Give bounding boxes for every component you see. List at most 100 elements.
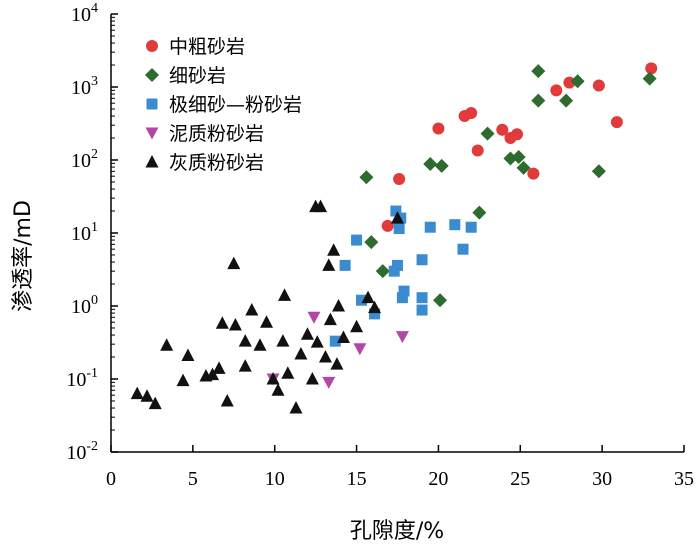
data-point: [434, 158, 449, 173]
legend-label: 细砂岩: [169, 65, 226, 87]
data-point: [271, 383, 285, 396]
x-tick-label: 35: [674, 468, 694, 490]
x-tick-label: 10: [265, 468, 285, 490]
legend-marker: [145, 68, 159, 82]
legend-item: 极细砂—粉砂岩: [146, 94, 302, 116]
y-tick-label: 10-1: [66, 366, 98, 391]
data-point: [353, 343, 367, 356]
legend-label: 中粗砂岩: [169, 36, 245, 58]
y-tick-exponent: 1: [91, 220, 98, 235]
data-point: [253, 338, 267, 351]
data-point: [610, 116, 623, 129]
data-point: [300, 327, 314, 340]
data-point: [181, 348, 195, 361]
y-tick-label: 100: [71, 293, 98, 318]
data-point: [314, 199, 328, 213]
data-point: [642, 71, 657, 86]
legend-marker: [145, 127, 159, 140]
y-tick-base: 10: [66, 442, 86, 464]
data-point: [395, 331, 409, 344]
data-point: [392, 259, 403, 271]
legend-label: 泥质粉砂岩: [169, 123, 264, 145]
data-point: [359, 170, 374, 185]
data-point: [550, 84, 563, 97]
x-axis: 0 5 10 15 20 25 30 35: [106, 445, 694, 490]
legend-item: 泥质粉砂岩: [145, 123, 264, 145]
y-tick-base: 10: [71, 77, 91, 99]
data-point: [592, 79, 605, 92]
legend-item: 细砂岩: [145, 65, 226, 87]
y-tick-base: 10: [71, 4, 91, 26]
y-tick-exponent: 0: [91, 293, 98, 308]
y-tick-label: 10-2: [66, 439, 98, 464]
data-point: [176, 373, 190, 387]
data-point: [457, 243, 469, 255]
data-point: [351, 234, 363, 246]
data-point: [322, 376, 336, 389]
data-point: [215, 316, 229, 329]
data-point: [327, 243, 341, 256]
data-point: [390, 205, 402, 217]
series-3: [329, 205, 477, 347]
data-point: [393, 223, 405, 235]
data-point: [416, 254, 428, 266]
data-point: [449, 219, 461, 231]
data-point: [322, 258, 336, 271]
data-point: [227, 256, 241, 270]
data-point: [305, 372, 319, 385]
series-5: [130, 199, 404, 414]
data-point: [433, 293, 448, 308]
legend-label: 极细砂—粉砂岩: [169, 94, 302, 116]
data-point: [281, 366, 295, 379]
data-point: [260, 315, 274, 328]
data-point: [516, 160, 531, 175]
data-point: [206, 367, 220, 381]
y-tick-label: 103: [71, 74, 98, 99]
y-tick-exponent: 3: [91, 74, 98, 89]
data-point: [238, 334, 252, 347]
data-point: [396, 292, 408, 304]
data-point: [329, 335, 341, 347]
data-point: [559, 93, 574, 108]
y-tick-base: 10: [71, 296, 91, 318]
y-tick-exponent: -2: [86, 439, 98, 454]
y-tick-label: 104: [71, 1, 98, 26]
legend-marker: [146, 98, 158, 110]
data-point: [294, 347, 308, 360]
data-point: [527, 167, 540, 180]
x-tick-label: 25: [510, 468, 530, 490]
data-point: [130, 386, 144, 400]
x-tick-label: 15: [347, 468, 367, 490]
data-point: [220, 393, 234, 407]
data-point: [570, 74, 585, 89]
data-point: [645, 62, 658, 75]
data-point: [480, 126, 495, 141]
data-point: [511, 128, 524, 141]
data-point: [310, 335, 324, 348]
y-tick-label: 101: [71, 220, 98, 245]
data-point: [318, 350, 332, 363]
y-tick-exponent: 4: [91, 1, 98, 16]
data-point: [148, 396, 162, 410]
data-point: [416, 292, 428, 304]
data-point: [511, 149, 526, 164]
data-point: [424, 221, 436, 233]
data-point: [591, 164, 606, 179]
series-2: [359, 64, 657, 308]
data-point: [278, 288, 292, 301]
data-point: [332, 299, 346, 312]
data-point: [323, 312, 337, 326]
x-axis-title: 孔隙度/%: [350, 519, 444, 544]
data-point: [364, 235, 379, 250]
y-tick-label: 102: [71, 147, 98, 172]
data-point: [160, 338, 174, 351]
data-point: [471, 144, 484, 157]
data-point: [381, 219, 394, 232]
data-point: [266, 372, 280, 385]
y-tick-exponent: -1: [86, 366, 98, 381]
data-point: [330, 357, 344, 370]
data-point: [238, 359, 252, 372]
data-point: [368, 300, 382, 314]
